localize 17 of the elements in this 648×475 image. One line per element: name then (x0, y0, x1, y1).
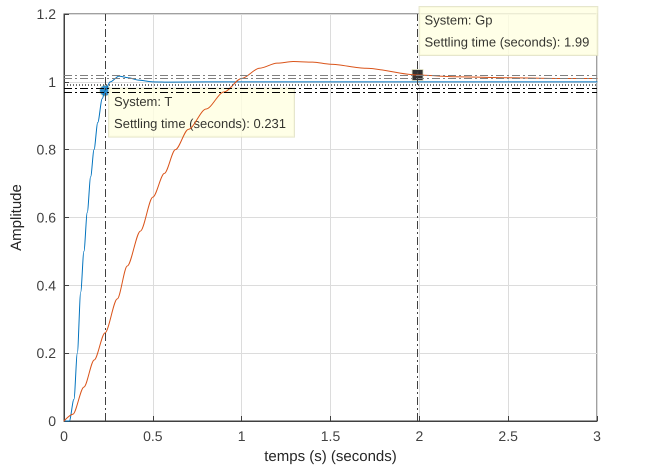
y-tick-label: 1.2 (36, 6, 56, 22)
y-tick-label: 0.4 (36, 277, 56, 294)
y-tick-label: 0.2 (36, 345, 56, 362)
x-tick-label: 2.5 (498, 428, 518, 444)
x-tick-label: 1.5 (320, 428, 340, 444)
y-tick-label: 0.6 (36, 210, 56, 226)
x-axis-title: temps (s) (seconds) (264, 448, 397, 465)
x-tick-label: 2 (415, 428, 424, 444)
x-tick-label: 0 (60, 428, 68, 444)
y-tick-label: 0.8 (36, 142, 56, 158)
y-axis-title: Amplitude (8, 184, 25, 251)
x-tick-label: 0.5 (143, 428, 163, 444)
y-tick-label: 1 (48, 74, 56, 90)
x-tick-label: 3 (593, 428, 602, 444)
y-tick-label: 0 (48, 413, 56, 429)
annotation: System: Gp Settling time (seconds): 1.99 (424, 12, 590, 50)
x-tick-label: 1 (238, 428, 246, 444)
